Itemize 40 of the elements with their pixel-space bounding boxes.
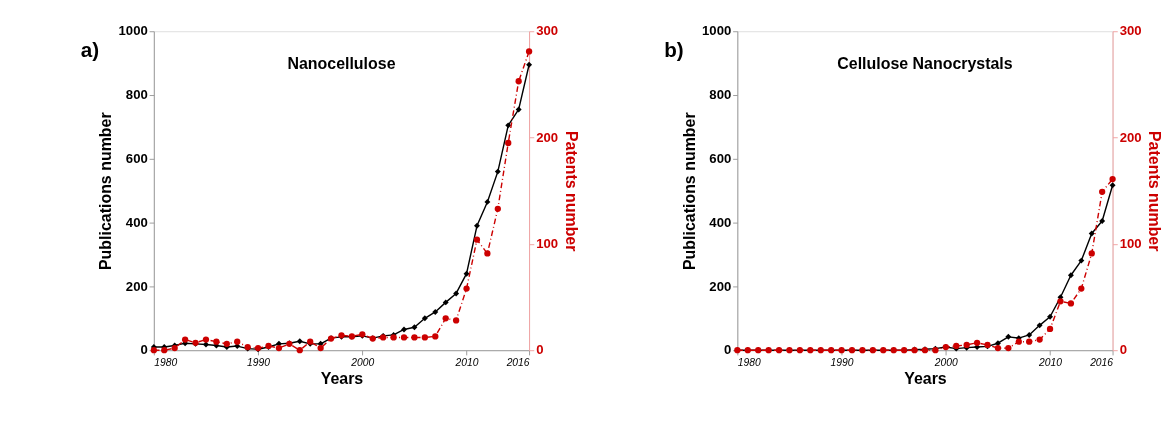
y2-tick-label: 300 [1119,23,1142,39]
x-tick-label: 2016 [1089,356,1114,368]
x-tick-label: 2016 [505,356,530,368]
y-tick-label: 800 [709,87,732,103]
text: Cellulose Nanocrystals [837,54,1013,72]
y2-tick-label: 100 [1119,236,1142,252]
y-tick-label: 800 [125,87,148,103]
y-tick-label: 400 [125,214,148,230]
y2-tick-label: 100 [536,236,559,252]
x-axis-title: Years [904,369,947,387]
y2-tick-label: 200 [536,129,559,145]
y-tick-label: 200 [125,278,148,294]
x-tick-label: 1990 [830,356,854,368]
y-axis-title: Publications number [680,112,698,271]
x-tick-label: 1980 [737,356,761,368]
x-tick-label: 2000 [933,356,958,368]
x-tick-label: 1990 [247,356,271,368]
text: b) [664,37,684,61]
x-tick-label: 2010 [1038,356,1063,368]
text: Nanocellulose [287,54,396,72]
y2-axis-title: Patents number [562,130,580,252]
y-tick-label: 600 [709,151,732,167]
x-tick-label: 2000 [350,356,375,368]
text: a) [80,37,100,61]
y2-tick-label: 200 [1119,129,1142,145]
y2-tick-label: 0 [536,342,544,358]
x-axis-title: Years [320,369,364,387]
x-tick-label: 2010 [454,356,479,368]
y-axis-title: Publications number [97,112,115,271]
y2-tick-label: 0 [1119,342,1127,358]
y-tick-label: 400 [709,214,732,230]
y-tick-label: 200 [709,278,732,294]
y-tick-label: 0 [140,342,148,358]
y-tick-label: 1000 [118,23,148,39]
y2-tick-label: 300 [536,23,559,39]
y-tick-label: 600 [125,151,148,167]
y-tick-label: 0 [723,342,732,358]
y2-axis-title: Patents number [1146,130,1164,252]
x-tick-label: 1980 [154,356,178,368]
y-tick-label: 1000 [702,23,732,39]
